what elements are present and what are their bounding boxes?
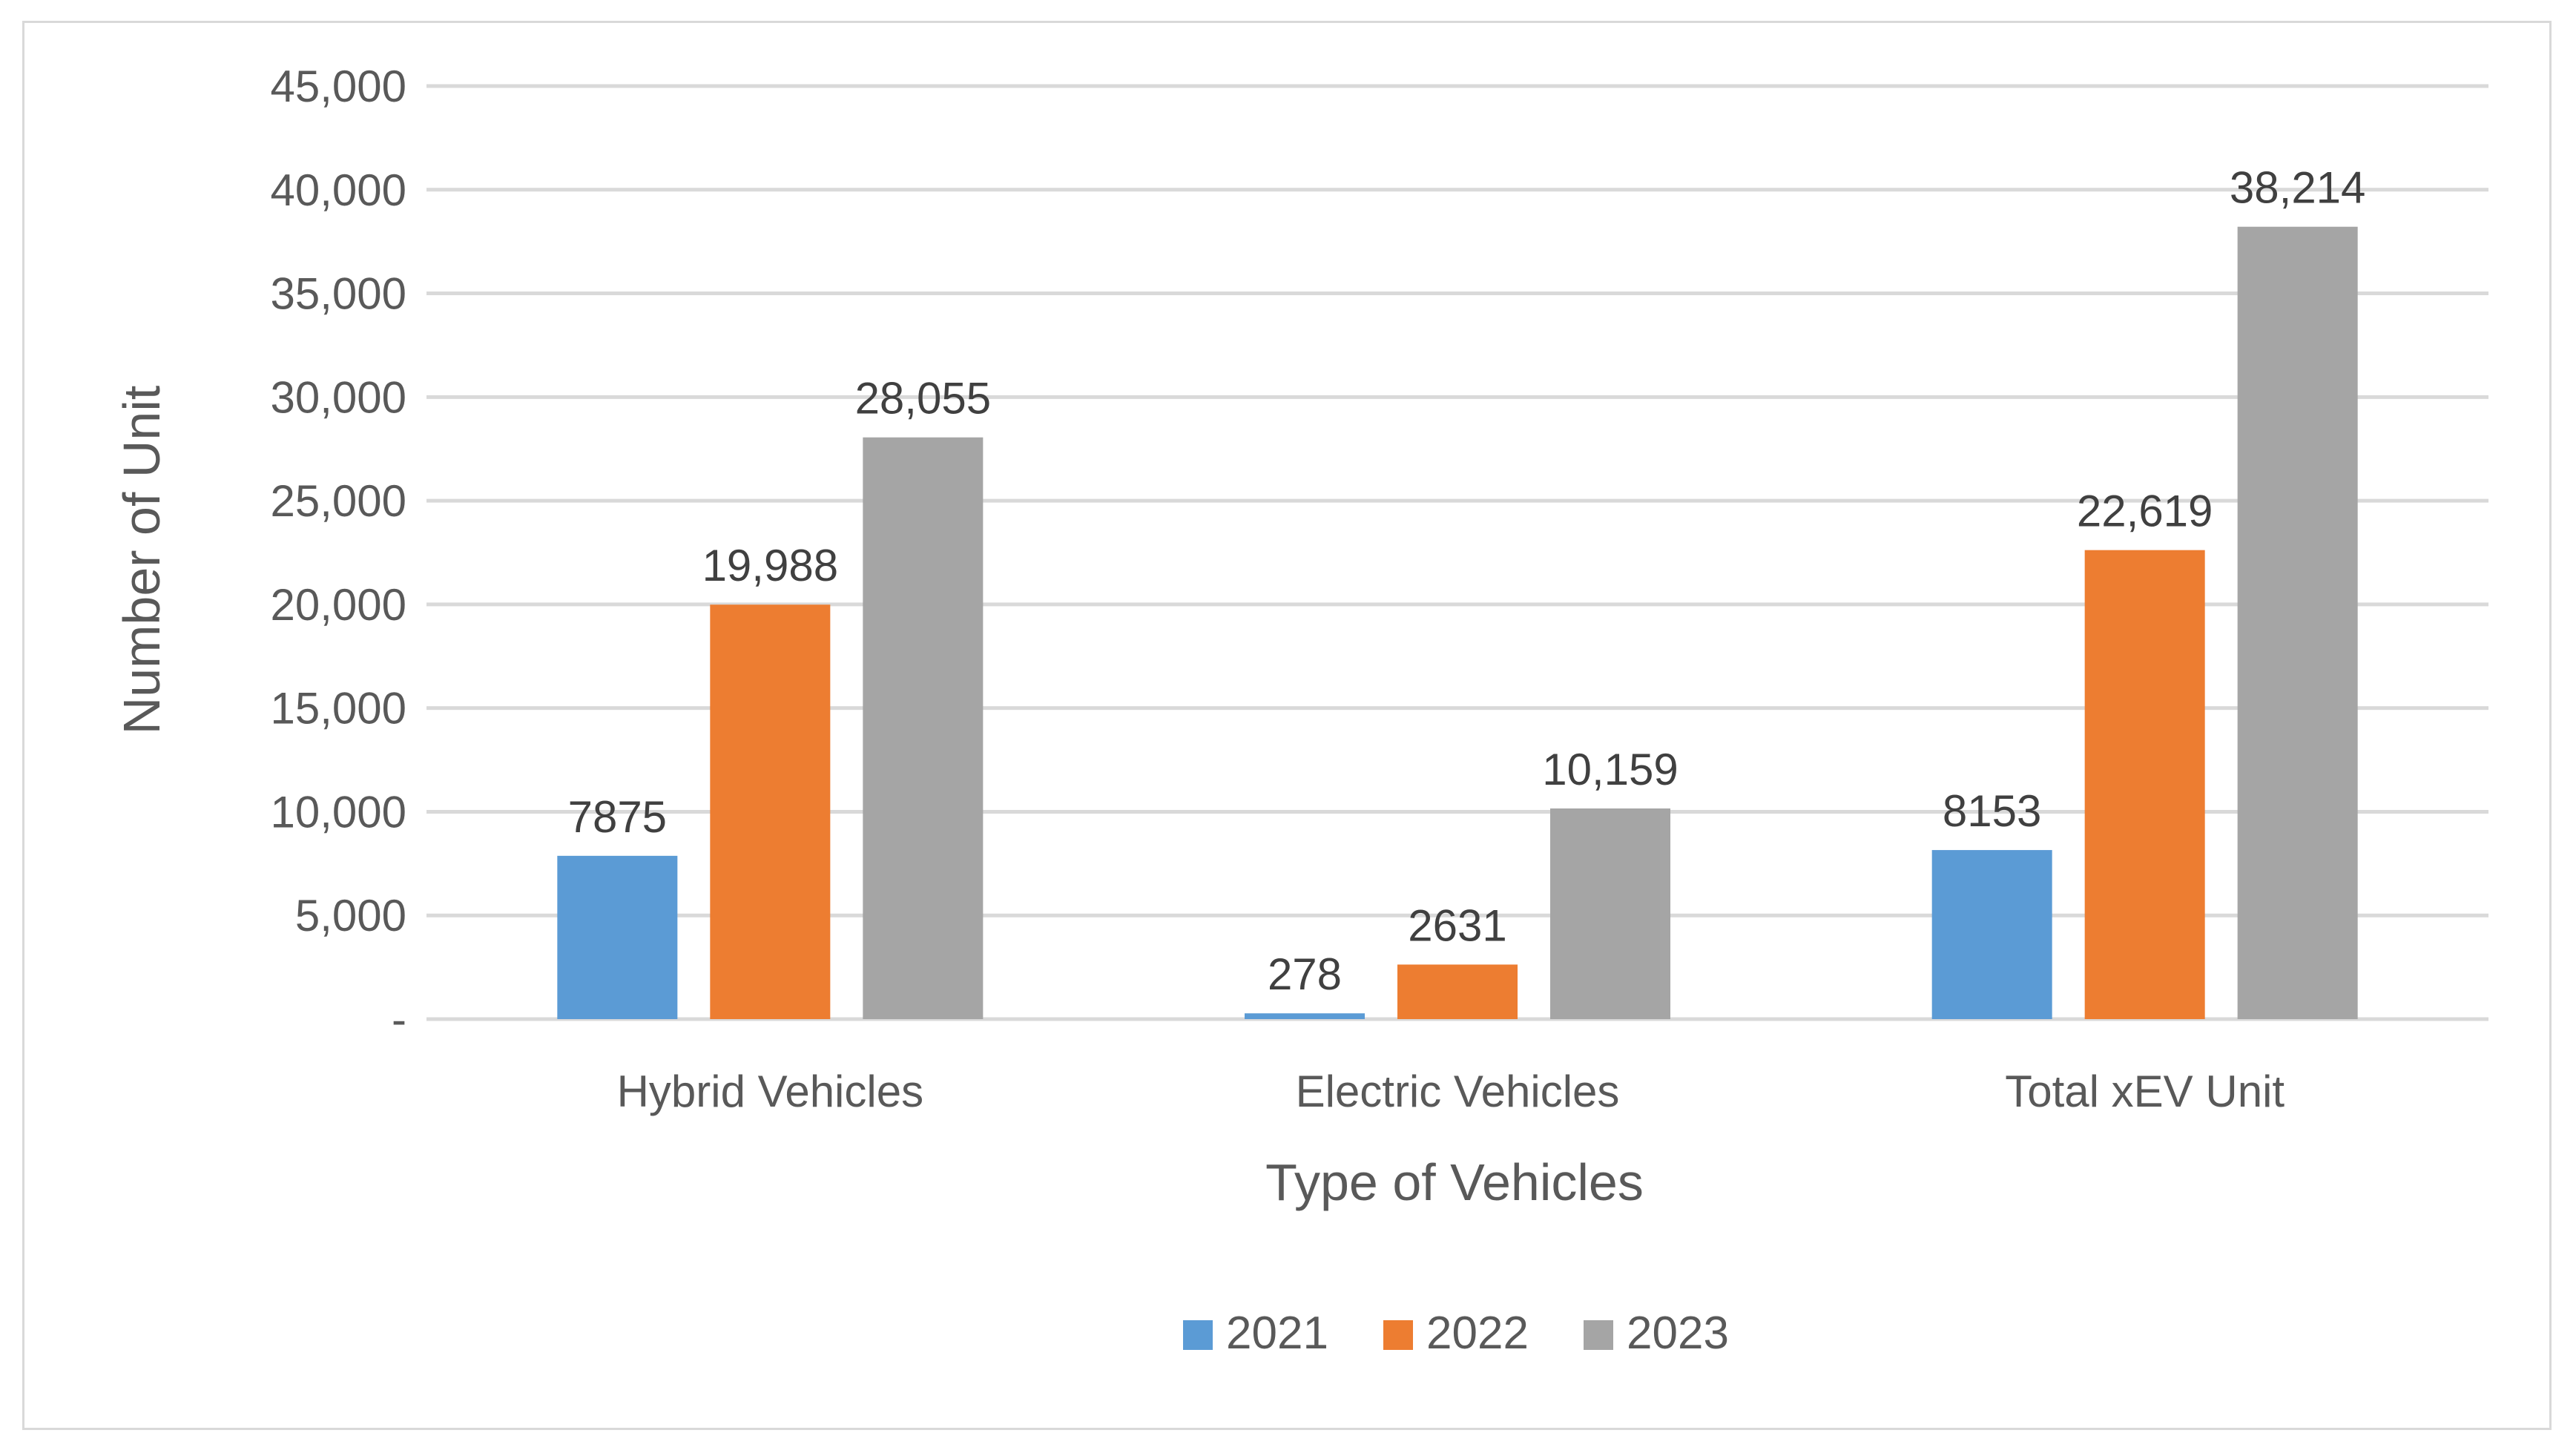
- y-axis-tick-labels: - 5,000 10,000 15,000 20,000 25,000 30,000 35,0…: [270, 62, 406, 1044]
- x-axis-category-labels: Hybrid Vehicles Electric Vehicles Total xE…: [617, 1067, 2285, 1116]
- data-label: 22,619: [2077, 487, 2213, 536]
- bar-2021-2: [1931, 850, 2052, 1019]
- y-tick-label: 10,000: [270, 787, 406, 837]
- bar-2021-1: [1245, 1013, 1365, 1019]
- data-labels: 7875 19,988 28,055 278 2631 10,159 8153 22,619 3…: [568, 163, 2366, 1000]
- x-category-label: Hybrid Vehicles: [617, 1067, 924, 1116]
- y-tick-label: 40,000: [270, 165, 406, 215]
- data-label: 278: [1268, 949, 1342, 999]
- y-tick-label: 30,000: [270, 372, 406, 422]
- legend: 2021 2022 2023: [1183, 1308, 1729, 1359]
- data-label: 7875: [568, 792, 667, 842]
- y-tick-label: 45,000: [270, 62, 406, 111]
- data-label: 19,988: [702, 541, 839, 590]
- data-label: 10,159: [1542, 745, 1679, 794]
- y-tick-label: 20,000: [270, 580, 406, 630]
- bar-2021-0: [557, 855, 678, 1019]
- x-category-label: Electric Vehicles: [1296, 1067, 1620, 1116]
- y-tick-label: 25,000: [270, 476, 406, 526]
- data-label: 2631: [1408, 900, 1506, 950]
- data-label: 38,214: [2230, 163, 2366, 213]
- legend-label: 2022: [1426, 1308, 1529, 1359]
- legend-label: 2023: [1627, 1308, 1729, 1359]
- y-tick-label: 35,000: [270, 269, 406, 319]
- y-tick-label: 15,000: [270, 684, 406, 734]
- bar-2022-2: [2084, 550, 2205, 1019]
- x-axis-title: Type of Vehicles: [1265, 1153, 1644, 1211]
- y-axis-title: Number of Unit: [113, 386, 171, 735]
- bars: [557, 226, 2358, 1019]
- bar-2023-1: [1550, 808, 1670, 1019]
- bar-2023-0: [863, 437, 984, 1019]
- data-label: 8153: [1943, 786, 2041, 836]
- legend-swatch-2022: [1383, 1320, 1413, 1350]
- x-category-label: Total xEV Unit: [2005, 1067, 2285, 1116]
- data-label: 28,055: [855, 374, 992, 424]
- y-tick-label: 5,000: [295, 891, 406, 940]
- y-tick-label: -: [392, 995, 406, 1044]
- bar-2022-0: [710, 604, 831, 1019]
- legend-label: 2021: [1226, 1308, 1328, 1359]
- legend-swatch-2023: [1584, 1320, 1613, 1350]
- legend-swatch-2021: [1183, 1320, 1213, 1350]
- bar-2022-1: [1397, 964, 1518, 1019]
- bar-2023-2: [2237, 226, 2358, 1019]
